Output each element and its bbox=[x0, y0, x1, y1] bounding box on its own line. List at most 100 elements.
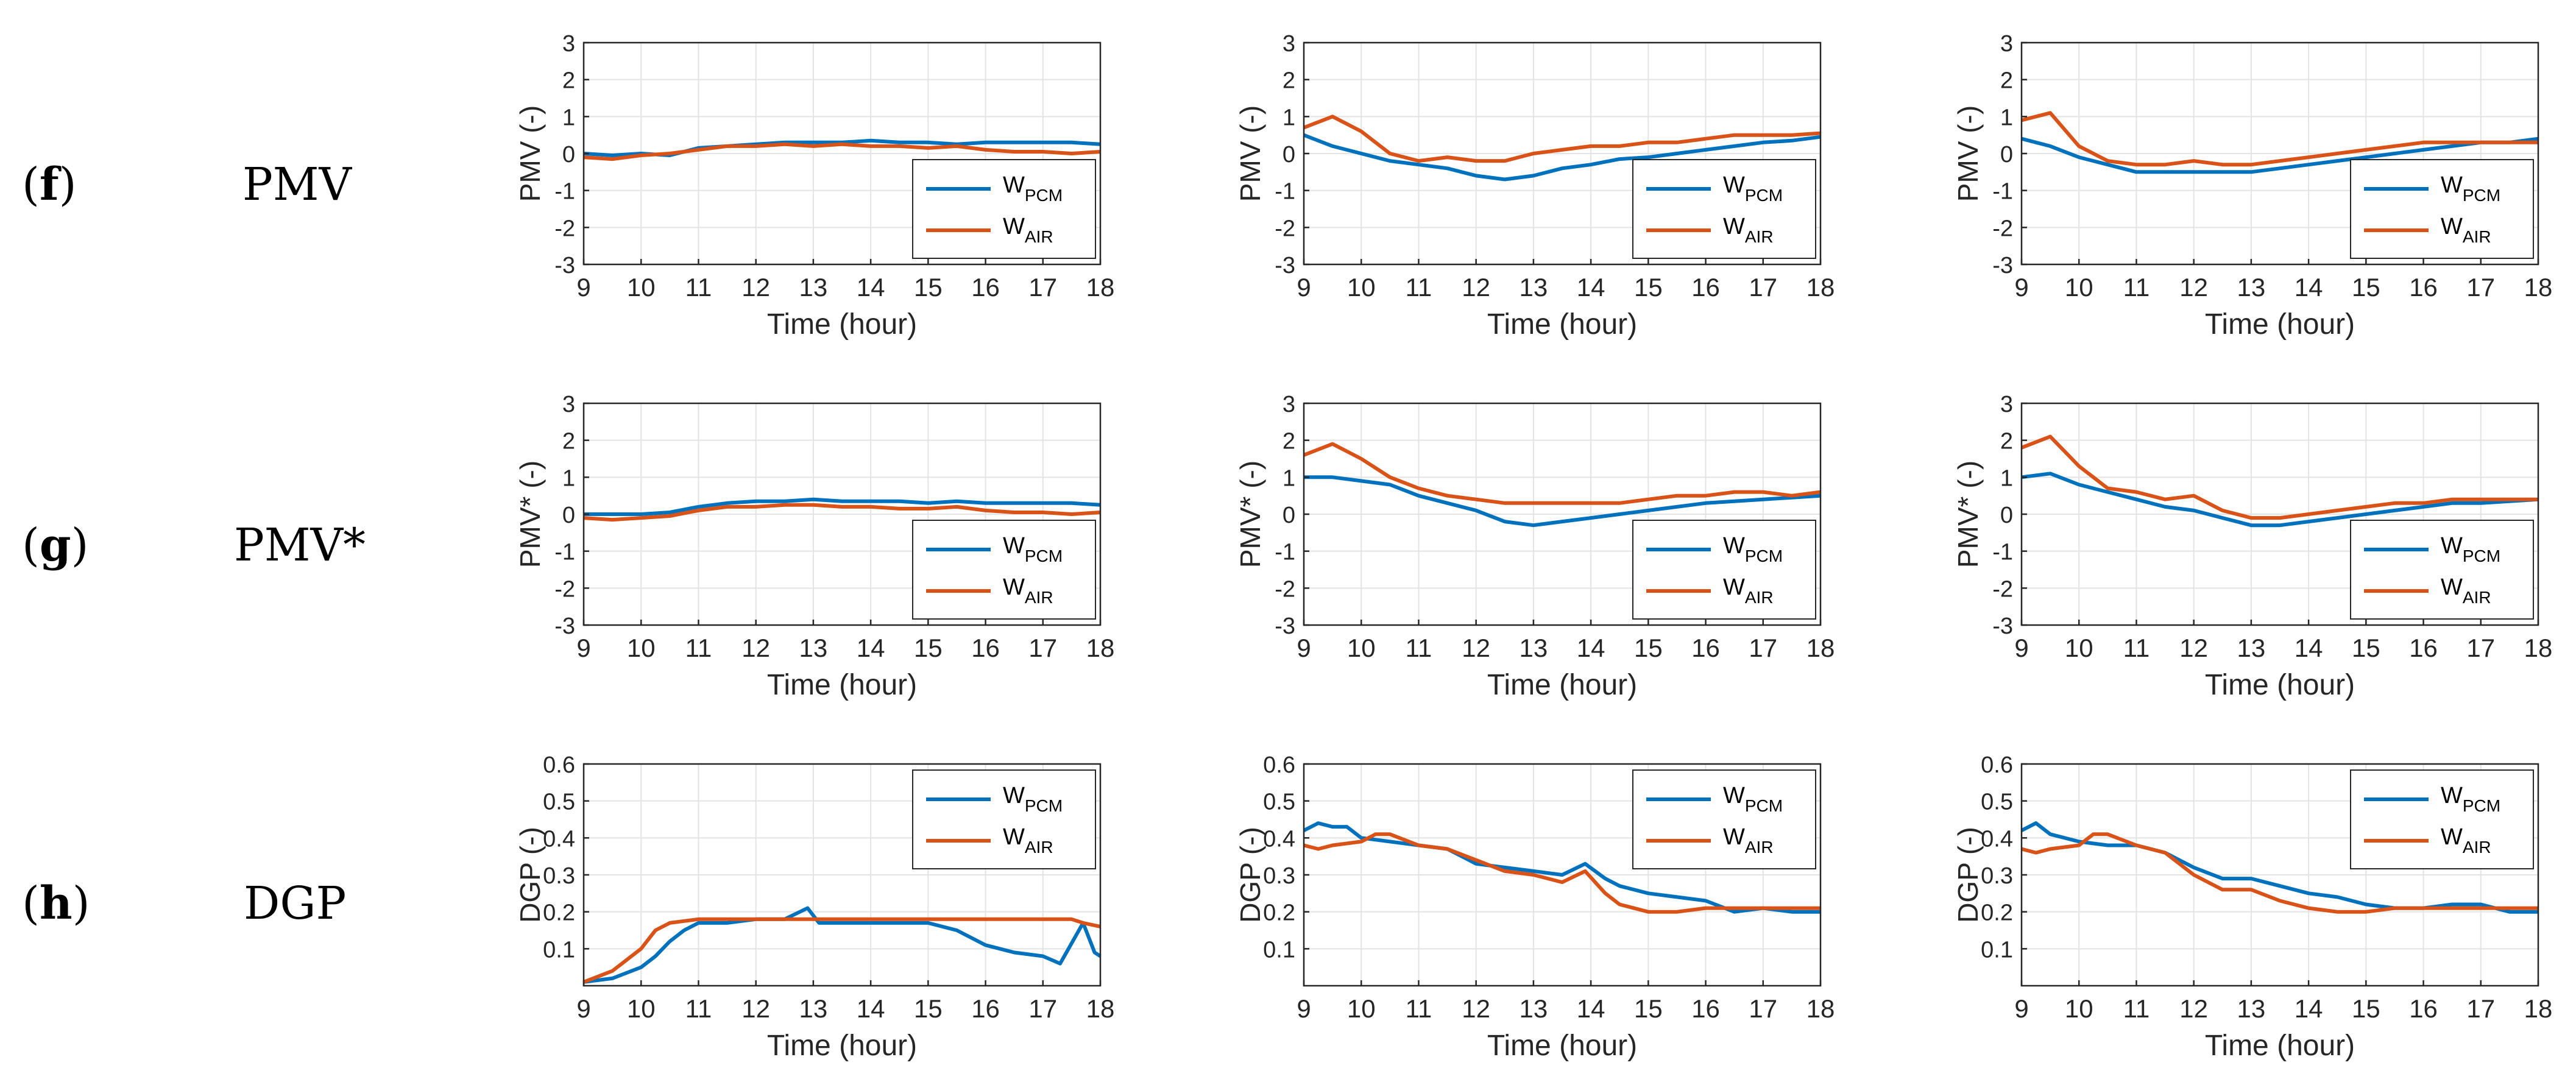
legend-main: W bbox=[1723, 172, 1745, 198]
legend-sub: PCM bbox=[1025, 796, 1063, 815]
x-axis-label: Time (hour) bbox=[1487, 1030, 1637, 1062]
series-line-air bbox=[583, 142, 1101, 161]
row-label-g: (g) bbox=[22, 519, 89, 571]
legend-main: W bbox=[1003, 824, 1025, 850]
x-tick-label: 10 bbox=[1347, 994, 1376, 1023]
x-tick-label: 16 bbox=[2409, 994, 2438, 1023]
y-axis-label: PMV (-) bbox=[1234, 105, 1266, 202]
y-tick-label: 0.5 bbox=[543, 790, 575, 815]
y-tick-label: -3 bbox=[554, 253, 575, 278]
row-letter: h bbox=[39, 877, 73, 930]
legend-main: W bbox=[1003, 172, 1025, 198]
x-tick-label: 17 bbox=[1028, 994, 1057, 1023]
legend-label-air: WAIR bbox=[1003, 214, 1053, 246]
series-line-air bbox=[1303, 832, 1821, 914]
x-tick-label: 12 bbox=[2179, 994, 2208, 1023]
x-tick-label: 18 bbox=[1806, 273, 1835, 302]
x-tick-label: 12 bbox=[1462, 634, 1490, 662]
y-axis-label: DGP (-) bbox=[514, 827, 546, 923]
x-tick-label: 10 bbox=[627, 273, 656, 302]
x-tick-label: 13 bbox=[2237, 273, 2266, 302]
series-line-air bbox=[2021, 111, 2538, 167]
y-tick-label: 2 bbox=[562, 68, 575, 94]
y-tick-label: 2 bbox=[2000, 429, 2013, 454]
x-tick-label: 16 bbox=[1691, 273, 1720, 302]
legend: WPCM WAIR bbox=[1632, 159, 1816, 259]
x-tick-label: 18 bbox=[2524, 994, 2553, 1023]
x-tick-label: 10 bbox=[627, 994, 656, 1023]
x-tick-label: 17 bbox=[2466, 634, 2495, 662]
y-tick-label: 3 bbox=[1283, 31, 1295, 57]
chart-panel-h1: 9 10 11 12 13 14 15 16 17 18 0.1 0.2 0.3 0.4 0.5 0.6 Tim… bbox=[514, 752, 1114, 1062]
x-tick-label: 12 bbox=[2179, 273, 2208, 302]
legend-label-pcm: WPCM bbox=[1723, 172, 1783, 205]
y-tick-label: -3 bbox=[1275, 253, 1295, 278]
x-tick-label: 10 bbox=[2065, 273, 2093, 302]
x-tick-label: 18 bbox=[1086, 273, 1115, 302]
x-tick-label: 11 bbox=[1406, 994, 1432, 1023]
x-tick-label: 13 bbox=[1520, 634, 1548, 662]
x-tick-label: 18 bbox=[1086, 994, 1115, 1023]
x-tick-label: 9 bbox=[2014, 994, 2028, 1023]
legend-box bbox=[912, 769, 1096, 869]
x-tick-label: 15 bbox=[914, 994, 943, 1023]
legend-sub: AIR bbox=[2463, 838, 2491, 857]
y-tick-label: -3 bbox=[554, 613, 575, 639]
y-tick-label: 0.2 bbox=[1981, 900, 2013, 926]
legend-sub: PCM bbox=[1025, 546, 1063, 565]
legend-label-air: WAIR bbox=[1723, 824, 1774, 857]
legend-main: W bbox=[1723, 575, 1745, 600]
y-axis-label: PMV* (-) bbox=[1234, 461, 1266, 568]
x-axis-label: Time (hour) bbox=[767, 1030, 917, 1062]
series-line-air bbox=[2021, 832, 2538, 914]
y-tick-label: 0.4 bbox=[1263, 826, 1295, 852]
y-tick-label: 0 bbox=[1283, 142, 1295, 168]
x-tick-label: 14 bbox=[857, 994, 885, 1023]
y-axis-label: DGP (-) bbox=[1952, 827, 1984, 923]
x-tick-label: 14 bbox=[2295, 634, 2323, 662]
legend-main: W bbox=[1723, 533, 1745, 559]
y-tick-label: 2 bbox=[2000, 68, 2013, 94]
legend-box bbox=[2350, 769, 2534, 869]
y-tick-label: -3 bbox=[1992, 253, 2013, 278]
series-line-pcm bbox=[1303, 133, 1821, 182]
x-tick-label: 9 bbox=[2014, 634, 2028, 662]
row-label-h: (h) bbox=[22, 877, 90, 930]
y-tick-label: 0.2 bbox=[543, 900, 575, 926]
legend-label-pcm: WPCM bbox=[2441, 533, 2500, 565]
y-tick-label: 0.2 bbox=[1263, 900, 1295, 926]
x-tick-label: 13 bbox=[1520, 273, 1548, 302]
legend-label-pcm: WPCM bbox=[2441, 172, 2500, 205]
legend-box bbox=[1632, 159, 1816, 259]
legend-sub: PCM bbox=[1025, 186, 1063, 205]
y-tick-label: 2 bbox=[1283, 429, 1295, 454]
x-tick-label: 14 bbox=[2295, 994, 2323, 1023]
legend-main: W bbox=[1003, 783, 1025, 808]
legend-main: W bbox=[2441, 172, 2463, 198]
y-tick-label: 0.1 bbox=[543, 937, 575, 963]
x-tick-label: 11 bbox=[685, 273, 712, 302]
y-axis-label: PMV* (-) bbox=[1952, 461, 1984, 568]
series-line-pcm bbox=[583, 906, 1102, 984]
x-tick-label: 9 bbox=[576, 634, 590, 662]
x-tick-label: 12 bbox=[741, 634, 770, 662]
legend-label-air: WAIR bbox=[1723, 214, 1774, 246]
x-tick-label: 11 bbox=[685, 994, 712, 1023]
x-tick-label: 15 bbox=[1634, 273, 1663, 302]
legend-sub: PCM bbox=[1745, 186, 1783, 205]
x-tick-label: 14 bbox=[2295, 273, 2323, 302]
x-axis-label: Time (hour) bbox=[2205, 1030, 2355, 1062]
x-tick-label: 18 bbox=[1086, 634, 1115, 662]
legend-main: W bbox=[1003, 214, 1025, 239]
y-tick-label: 2 bbox=[562, 429, 575, 454]
y-tick-label: 3 bbox=[1283, 392, 1295, 417]
series-line-air bbox=[2020, 434, 2538, 520]
y-tick-label: 0.3 bbox=[543, 863, 575, 889]
x-axis-label: Time (hour) bbox=[767, 308, 917, 341]
